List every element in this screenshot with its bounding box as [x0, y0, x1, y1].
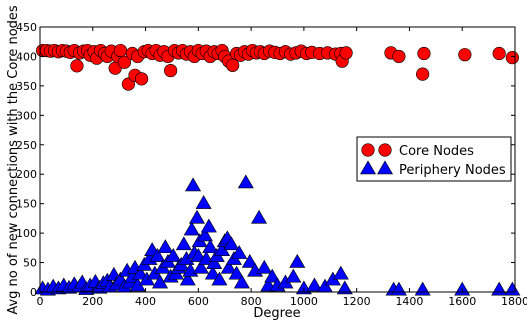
data-point: [237, 174, 254, 189]
legend: Core Nodes Periphery Nodes: [356, 136, 512, 182]
data-point: [132, 265, 149, 280]
data-point: [458, 48, 472, 62]
y-tick-label: 150: [16, 198, 37, 211]
data-point: [491, 281, 508, 296]
y-tick-label: 300: [16, 109, 37, 122]
y-tick-label: 400: [16, 50, 37, 63]
x-tick-label: 1400: [395, 295, 423, 308]
data-point: [289, 253, 306, 268]
data-point: [200, 218, 217, 233]
data-point: [185, 177, 202, 192]
legend-label: Periphery Nodes: [399, 163, 506, 178]
data-point: [157, 239, 174, 254]
series-circle: [36, 43, 519, 91]
data-point: [339, 46, 353, 60]
data-point: [226, 58, 240, 72]
data-point: [196, 227, 213, 242]
y-tick-label: 100: [16, 227, 37, 240]
data-point: [164, 63, 178, 78]
data-point: [264, 268, 281, 283]
data-point: [204, 265, 221, 280]
data-point: [183, 221, 200, 236]
y-tick-label: 200: [16, 168, 37, 181]
data-point: [233, 274, 250, 289]
data-point: [505, 51, 519, 65]
data-point: [228, 265, 245, 280]
data-point: [149, 248, 166, 262]
x-tick-label: 1200: [343, 295, 371, 308]
x-tick-label: 600: [188, 295, 209, 308]
legend-marker: [361, 143, 375, 157]
y-tick-label: 0: [30, 286, 37, 299]
points-layer: [34, 43, 521, 296]
data-point: [113, 43, 128, 58]
legend-marker: [376, 160, 394, 175]
data-point: [332, 265, 349, 280]
y-tick-label: 350: [16, 80, 37, 93]
plot-frame: [39, 26, 516, 293]
x-axis-label: Degree: [253, 306, 300, 321]
legend-entries: Core Nodes Periphery Nodes: [359, 143, 506, 178]
data-point: [121, 77, 136, 91]
data-point: [134, 72, 149, 86]
y-tick-label: 50: [23, 257, 37, 270]
x-tick-label: 1600: [448, 295, 476, 308]
data-point: [175, 236, 192, 251]
data-point: [336, 280, 353, 295]
x-tick-label: 800: [241, 295, 262, 308]
data-point: [251, 209, 268, 224]
x-tick-label: 400: [135, 295, 156, 308]
x-tick-label: 1800: [501, 295, 527, 308]
legend-marker: [378, 143, 392, 157]
data-point: [392, 49, 406, 64]
series-triangle: [34, 174, 521, 296]
data-point: [211, 271, 228, 286]
data-point: [414, 281, 431, 296]
data-point: [223, 236, 240, 251]
data-point: [192, 259, 209, 274]
ticks-layer: 0 200 400 600 800 1000 1200 1400 1600 1800 0 50 100 1…: [16, 21, 527, 308]
y-tick-label: 250: [16, 139, 37, 152]
x-tick-label: 200: [82, 295, 103, 308]
data-point: [285, 268, 302, 283]
y-tick-label: 450: [16, 21, 37, 34]
data-point: [306, 277, 323, 292]
data-point: [117, 55, 132, 69]
data-point: [417, 46, 431, 61]
data-point: [504, 281, 521, 296]
data-point: [179, 271, 196, 286]
data-point: [231, 245, 248, 259]
data-point: [416, 67, 430, 81]
data-point: [492, 46, 506, 61]
data-point: [165, 248, 182, 262]
data-point: [220, 259, 237, 274]
legend-marker: [359, 160, 377, 175]
y-axis-label: Avg no of new connections with the Core …: [6, 5, 21, 315]
data-point: [202, 239, 219, 254]
data-point: [256, 259, 273, 274]
data-point: [241, 253, 258, 268]
x-tick-label: 0: [37, 295, 44, 308]
data-point: [206, 255, 223, 269]
legend-label: Core Nodes: [399, 144, 474, 159]
data-point: [70, 59, 84, 73]
data-point: [189, 209, 206, 224]
data-point: [195, 195, 212, 209]
x-tick-label: 1000: [290, 295, 318, 308]
